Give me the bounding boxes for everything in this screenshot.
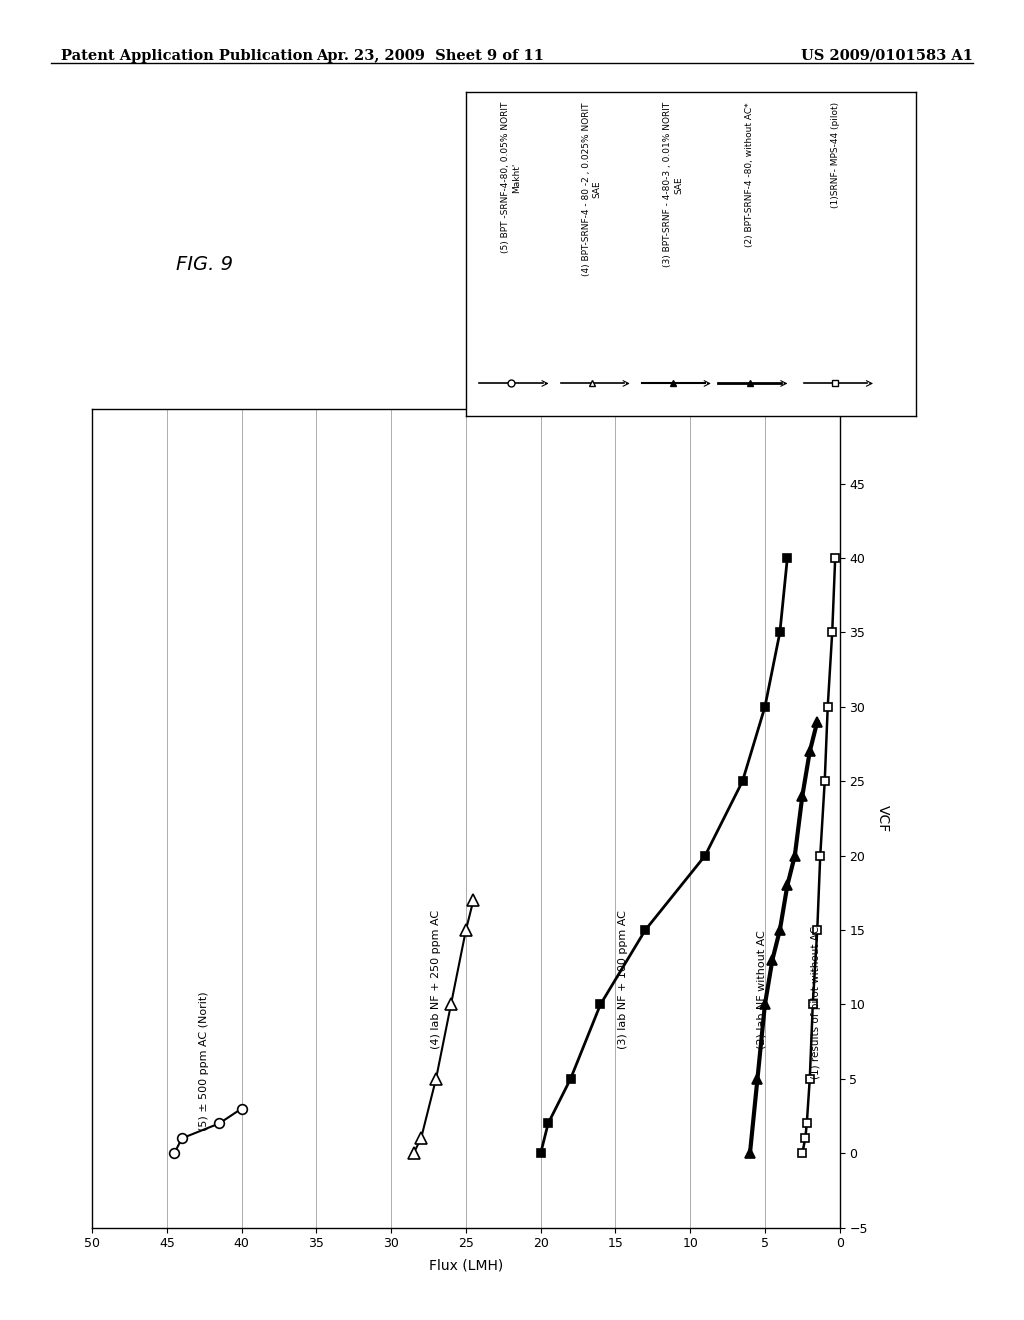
Text: (4) lab NF + 250 ppm AC: (4) lab NF + 250 ppm AC <box>431 909 441 1049</box>
Text: (1) results of pilot without AC: (1) results of pilot without AC <box>811 925 821 1078</box>
Text: (5) ± 500 ppm AC (Norit): (5) ± 500 ppm AC (Norit) <box>200 991 209 1131</box>
Text: FIG. 9: FIG. 9 <box>176 255 233 273</box>
Text: Apr. 23, 2009  Sheet 9 of 11: Apr. 23, 2009 Sheet 9 of 11 <box>316 49 544 63</box>
Text: (5) BPT -SRNF-4-80, 0.05% NORIT
Makht': (5) BPT -SRNF-4-80, 0.05% NORIT Makht' <box>502 102 520 253</box>
X-axis label: Flux (LMH): Flux (LMH) <box>429 1259 503 1272</box>
Text: Patent Application Publication: Patent Application Publication <box>61 49 313 63</box>
Text: (3) lab NF + 100 ppm AC: (3) lab NF + 100 ppm AC <box>617 911 628 1049</box>
Text: (1)SRNF- MPS-44 (pilot): (1)SRNF- MPS-44 (pilot) <box>830 102 840 209</box>
Text: (3) BPT-SRNF - 4-80-3 , 0.01% NORIT
SAE: (3) BPT-SRNF - 4-80-3 , 0.01% NORIT SAE <box>664 102 683 268</box>
Text: (2) lab NF without AC: (2) lab NF without AC <box>757 931 767 1049</box>
Text: US 2009/0101583 A1: US 2009/0101583 A1 <box>801 49 973 63</box>
Y-axis label: VCF: VCF <box>877 805 890 832</box>
Text: (4) BPT-SRNF-4 - 80 -2 , 0.025% NORIT
SAE: (4) BPT-SRNF-4 - 80 -2 , 0.025% NORIT SA… <box>583 102 602 276</box>
Text: (2) BPT-SRNF-4 -80, without AC*: (2) BPT-SRNF-4 -80, without AC* <box>745 102 755 247</box>
